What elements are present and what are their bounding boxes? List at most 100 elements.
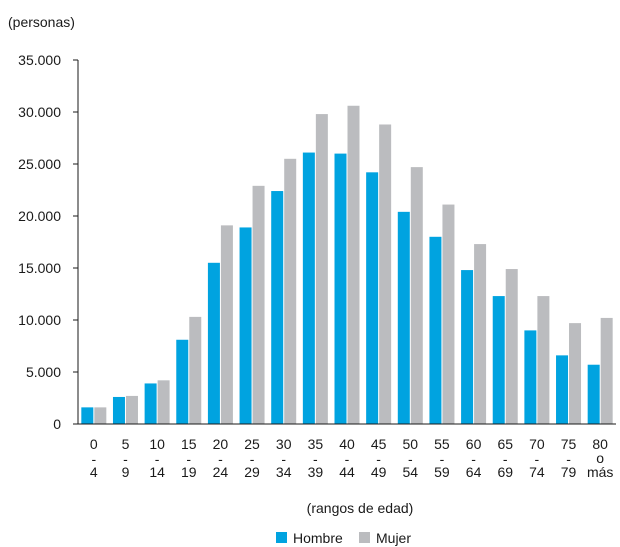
- y-tick-label: 30.000: [18, 104, 61, 120]
- bars: [81, 105, 613, 425]
- bar-mujer-12: [474, 244, 487, 424]
- x-category-label: 60-64: [466, 436, 482, 480]
- bar-mujer-10: [410, 167, 423, 424]
- x-category-sep: -: [250, 451, 255, 467]
- x-category-bottom: 59: [434, 464, 450, 480]
- x-category-top: 40: [339, 436, 355, 452]
- x-category-bottom: 19: [181, 464, 197, 480]
- y-unit-label: (personas): [8, 14, 75, 30]
- x-category-sep: -: [376, 451, 381, 467]
- bar-mujer-1: [125, 395, 138, 424]
- y-tick-label: 5.000: [26, 364, 61, 380]
- bar-hombre-0: [81, 407, 94, 424]
- legend-label-hombre: Hombre: [293, 530, 343, 546]
- bar-mujer-0: [94, 407, 107, 424]
- x-category-label: 50-54: [403, 436, 419, 480]
- x-category-sep: -: [155, 451, 160, 467]
- bar-mujer-9: [379, 124, 392, 424]
- x-category-sep: -: [408, 451, 413, 467]
- bar-hombre-11: [429, 236, 442, 424]
- bar-hombre-4: [207, 262, 220, 424]
- x-category-top: 20: [213, 436, 229, 452]
- bar-hombre-13: [492, 296, 505, 424]
- x-category-top: 35: [308, 436, 324, 452]
- bar-hombre-3: [176, 339, 189, 424]
- x-category-bottom: más: [587, 464, 613, 480]
- bar-hombre-14: [524, 330, 537, 424]
- y-tick-label: 20.000: [18, 208, 61, 224]
- bar-hombre-15: [556, 355, 569, 424]
- x-category-label: 45-49: [371, 436, 387, 480]
- x-category-sep: -: [566, 451, 571, 467]
- x-category-label: 65-69: [497, 436, 513, 480]
- x-category-label: 55-59: [434, 436, 450, 480]
- bar-hombre-12: [461, 270, 474, 424]
- x-category-label: 25-29: [244, 436, 260, 480]
- x-axis: 0-45-910-1415-1920-2425-2930-3435-3940-4…: [78, 423, 616, 480]
- bar-hombre-2: [144, 383, 157, 424]
- legend-swatch-hombre: [276, 532, 287, 543]
- x-category-bottom: 9: [122, 464, 130, 480]
- x-category-label: 35-39: [308, 436, 324, 480]
- y-tick-label: 0: [53, 416, 61, 432]
- x-category-bottom: 29: [244, 464, 260, 480]
- x-category-label: 30-34: [276, 436, 292, 480]
- x-category-top: 25: [244, 436, 260, 452]
- legend-label-mujer: Mujer: [376, 530, 411, 546]
- x-category-bottom: 54: [403, 464, 419, 480]
- x-category-bottom: 79: [561, 464, 577, 480]
- x-category-label: 40-44: [339, 436, 355, 480]
- x-category-bottom: 14: [149, 464, 165, 480]
- x-axis-title: (rangos de edad): [307, 500, 414, 516]
- x-category-label: 15-19: [181, 436, 197, 480]
- bar-hombre-9: [366, 172, 379, 424]
- legend: Hombre Mujer: [276, 530, 411, 546]
- x-category-bottom: 49: [371, 464, 387, 480]
- x-category-top: 15: [181, 436, 197, 452]
- x-category-top: 70: [529, 436, 545, 452]
- x-category-top: 75: [561, 436, 577, 452]
- bar-mujer-14: [537, 296, 550, 424]
- x-category-top: 30: [276, 436, 292, 452]
- bar-mujer-11: [442, 204, 455, 424]
- x-category-top: 5: [122, 436, 130, 452]
- y-tick-label: 10.000: [18, 312, 61, 328]
- x-category-bottom: 69: [497, 464, 513, 480]
- x-category-bottom: 44: [339, 464, 355, 480]
- x-category-top: 80: [592, 436, 608, 452]
- x-category-sep: -: [218, 451, 223, 467]
- y-tick-label: 15.000: [18, 260, 61, 276]
- bar-hombre-16: [587, 364, 600, 424]
- x-category-sep: -: [313, 451, 318, 467]
- bar-mujer-16: [600, 317, 613, 424]
- bar-hombre-8: [334, 153, 347, 424]
- x-category-top: 65: [497, 436, 513, 452]
- x-category-top: 45: [371, 436, 387, 452]
- x-category-sep: o: [596, 450, 604, 466]
- bar-hombre-1: [112, 396, 125, 424]
- x-category-sep: -: [345, 451, 350, 467]
- y-tick-label: 35.000: [18, 52, 61, 68]
- y-tick-label: 25.000: [18, 156, 61, 172]
- bar-mujer-5: [252, 185, 265, 424]
- x-category-sep: -: [186, 451, 191, 467]
- x-category-bottom: 39: [308, 464, 324, 480]
- bar-mujer-8: [347, 105, 360, 424]
- x-category-sep: -: [281, 451, 286, 467]
- bar-mujer-3: [189, 316, 202, 424]
- bar-hombre-5: [239, 227, 252, 424]
- bar-mujer-13: [505, 269, 518, 424]
- x-category-label: 20-24: [213, 436, 229, 480]
- x-category-bottom: 64: [466, 464, 482, 480]
- x-category-bottom: 34: [276, 464, 292, 480]
- x-category-sep: -: [91, 451, 96, 467]
- x-category-label: 10-14: [149, 436, 165, 480]
- x-category-sep: -: [471, 451, 476, 467]
- x-category-label: 5-9: [122, 436, 130, 480]
- x-category-top: 0: [90, 436, 98, 452]
- x-category-sep: -: [440, 451, 445, 467]
- bar-hombre-6: [271, 191, 284, 424]
- x-category-sep: -: [535, 451, 540, 467]
- x-category-bottom: 74: [529, 464, 545, 480]
